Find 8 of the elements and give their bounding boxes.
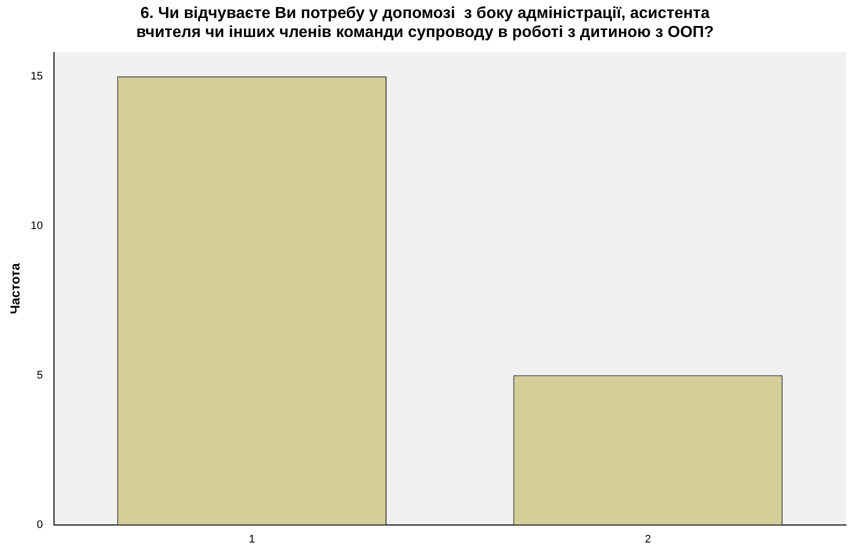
x-tick-label: 2 [644,533,652,546]
y-tick-label: 5 [36,369,43,382]
y-tick-label: 10 [30,220,43,232]
y-tick-label: 15 [30,70,43,82]
y-tick-label: 0 [36,518,43,531]
x-tick-label: 1 [248,533,255,546]
y-axis-title: Частота [7,262,22,314]
chart-title: 6. Чи відчуваєте Ви потребу у допомозі з боку адміністрації, асистента вчителя чи інших членів команди супроводу в роботі з дитиною з ООП? [136,5,714,42]
